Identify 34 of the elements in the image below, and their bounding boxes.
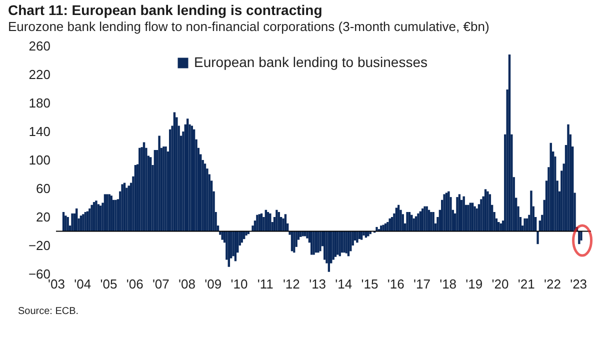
x-tick-label: '15: [361, 276, 378, 292]
x-tick-label: '21: [518, 276, 535, 292]
y-tick-label: 140: [28, 124, 50, 139]
x-tick-label: '05: [100, 276, 118, 292]
x-tick-label: '10: [230, 276, 248, 292]
x-tick-label: '03: [48, 276, 65, 292]
x-tick-label: '12: [282, 276, 300, 292]
chart-subtitle: Eurozone bank lending flow to non-financial corporations (3-month cumulative, €bn): [8, 19, 490, 34]
y-tick-label: −60: [28, 266, 50, 282]
x-tick-label: '16: [387, 276, 404, 292]
x-tick-label: '07: [152, 276, 170, 292]
x-tick-label: '22: [544, 276, 561, 292]
x-tick-label: '18: [440, 276, 457, 292]
y-tick-label: 100: [28, 152, 50, 168]
y-tick-label: 260: [28, 38, 50, 54]
chart-title: Chart 11: European bank lending is contracting: [8, 2, 322, 18]
x-tick-label: '23: [570, 276, 588, 292]
x-tick-label: '11: [257, 276, 274, 292]
x-tick-label: '19: [466, 276, 483, 292]
x-tick-label: '14: [335, 276, 352, 292]
y-tick-label: 180: [28, 96, 50, 110]
source-note: Source: ECB.: [18, 306, 79, 317]
y-tick-label: 220: [28, 67, 50, 82]
x-tick-label: '06: [126, 276, 144, 292]
legend-label: European bank lending to businesses: [194, 54, 428, 70]
x-tick-label: '08: [178, 276, 196, 292]
x-tick-label: '04: [74, 276, 92, 292]
x-tick-label: '20: [492, 276, 509, 292]
x-tick-label: '17: [414, 276, 430, 292]
y-tick-label: 20: [36, 210, 50, 224]
y-tick-label: −20: [28, 238, 50, 253]
x-tick-label: '13: [309, 276, 326, 292]
x-tick-label: '09: [204, 276, 222, 292]
y-tick-label: 60: [36, 181, 50, 196]
